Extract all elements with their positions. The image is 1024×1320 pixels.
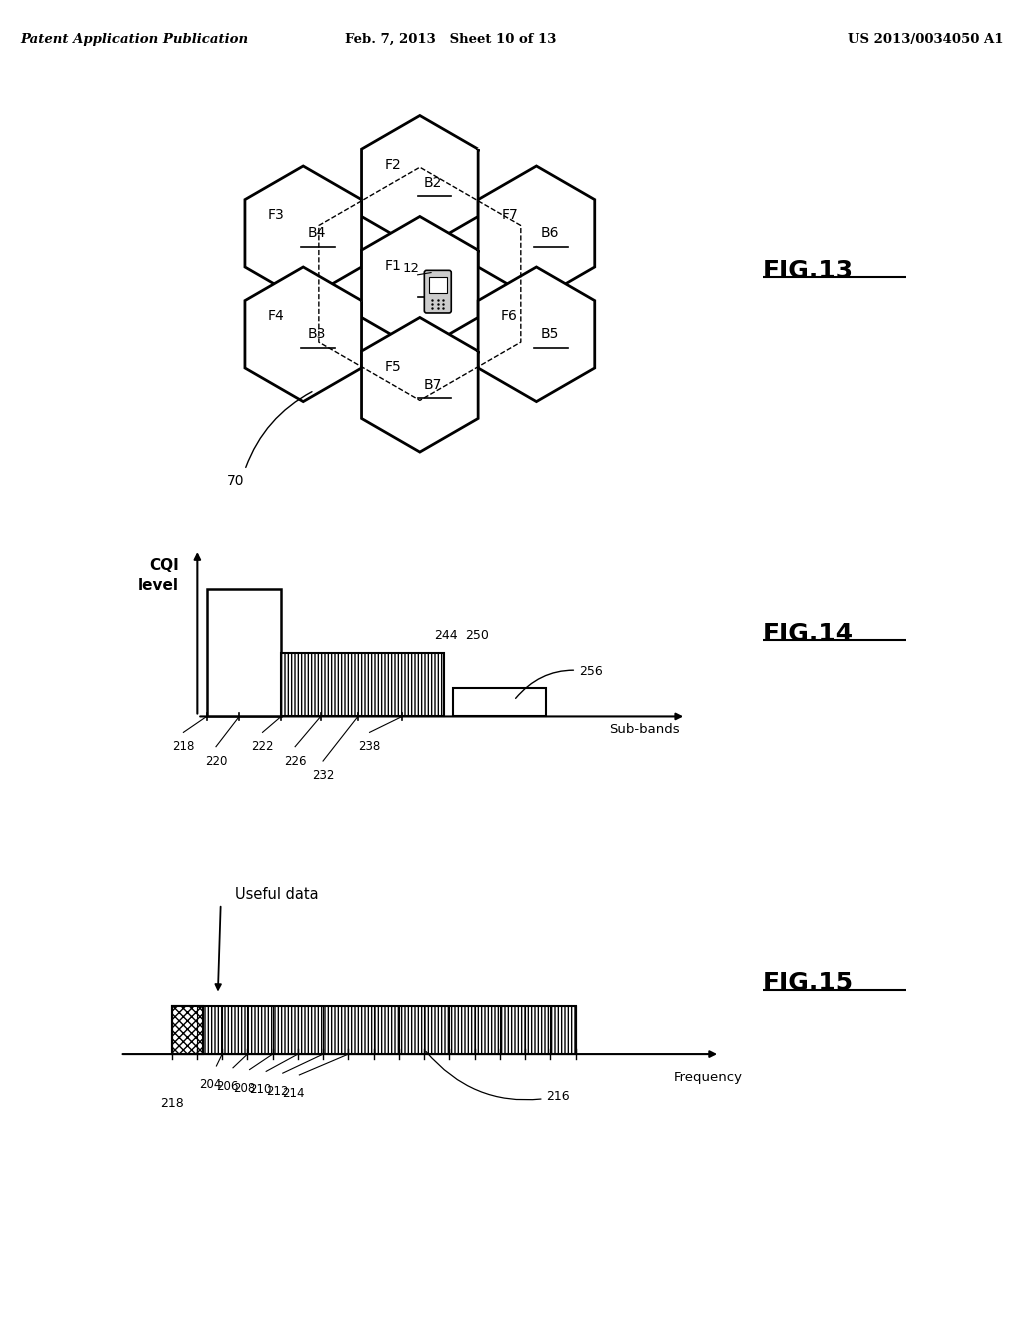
Polygon shape: [478, 267, 595, 401]
Text: 244: 244: [434, 628, 458, 642]
Text: Useful data: Useful data: [236, 887, 318, 902]
Text: 212: 212: [266, 1085, 288, 1098]
FancyBboxPatch shape: [424, 271, 452, 313]
Text: FIG.13: FIG.13: [763, 259, 854, 282]
Text: F3: F3: [268, 209, 285, 222]
Bar: [172, 1006, 204, 1055]
Text: 214: 214: [283, 1086, 305, 1100]
Text: 208: 208: [232, 1081, 255, 1094]
Bar: [172, 1006, 575, 1055]
Polygon shape: [361, 317, 478, 451]
Text: 70: 70: [227, 474, 245, 488]
Bar: [429, 277, 446, 293]
Text: 206: 206: [216, 1080, 239, 1093]
Text: FIG.14: FIG.14: [763, 622, 854, 645]
Text: 222: 222: [251, 741, 273, 754]
Text: F7: F7: [501, 209, 518, 222]
Polygon shape: [478, 166, 595, 301]
Text: 210: 210: [249, 1084, 271, 1097]
Text: 204: 204: [200, 1078, 222, 1090]
Text: B4: B4: [307, 226, 326, 240]
Text: B1: B1: [424, 277, 442, 290]
Text: CQI: CQI: [148, 557, 179, 573]
Polygon shape: [361, 216, 478, 351]
Polygon shape: [245, 267, 361, 401]
Text: 218: 218: [172, 741, 195, 754]
Text: Patent Application Publication: Patent Application Publication: [20, 33, 249, 46]
Text: level: level: [138, 578, 179, 593]
Polygon shape: [245, 166, 361, 301]
Text: B2: B2: [424, 176, 442, 190]
Text: 232: 232: [312, 770, 334, 781]
Text: F6: F6: [501, 309, 518, 323]
Text: F5: F5: [385, 360, 401, 374]
Text: Frequency: Frequency: [674, 1071, 743, 1084]
Text: FIG.15: FIG.15: [763, 972, 854, 995]
Text: 216: 216: [426, 1052, 570, 1102]
Text: US 2013/0034050 A1: US 2013/0034050 A1: [848, 33, 1004, 46]
Bar: [282, 652, 444, 717]
Text: B3: B3: [307, 327, 326, 342]
Bar: [454, 688, 547, 717]
Text: F2: F2: [385, 158, 401, 172]
Polygon shape: [361, 116, 478, 249]
Text: 12: 12: [402, 261, 420, 275]
Text: 220: 220: [205, 755, 227, 768]
Text: F1: F1: [384, 259, 401, 273]
Text: Feb. 7, 2013   Sheet 10 of 13: Feb. 7, 2013 Sheet 10 of 13: [345, 33, 556, 46]
Text: 256: 256: [516, 665, 603, 698]
Bar: [207, 589, 282, 717]
Text: F4: F4: [268, 309, 285, 323]
Text: B5: B5: [541, 327, 559, 342]
Text: B7: B7: [424, 378, 442, 392]
Text: 250: 250: [465, 628, 488, 642]
Text: Sub-bands: Sub-bands: [609, 723, 680, 735]
Text: B6: B6: [541, 226, 559, 240]
Text: 226: 226: [284, 755, 306, 768]
Text: 238: 238: [358, 741, 381, 754]
Text: 218: 218: [160, 1097, 183, 1110]
